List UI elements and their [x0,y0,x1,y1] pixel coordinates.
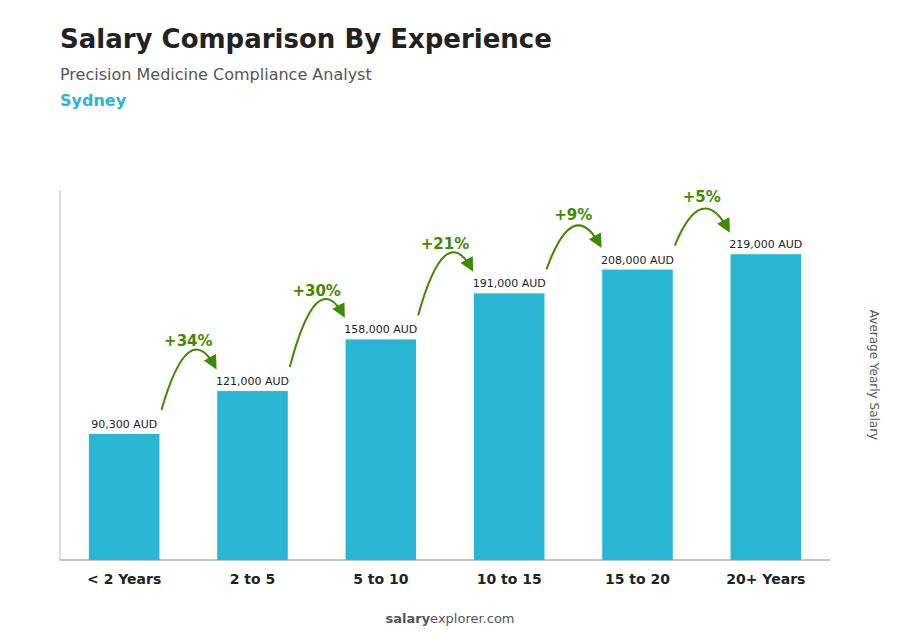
bar [346,339,417,560]
bar [474,293,545,560]
data-label: 121,000 AUD [216,375,289,388]
annotation-arrow [161,350,215,410]
data-label: 191,000 AUD [473,277,546,290]
annotation: +34% [164,332,212,350]
x-tick-label: 2 to 5 [230,571,276,587]
bars [89,254,801,560]
y-axis-label: Average Yearly Salary [867,310,881,440]
annotation: +9% [554,206,592,224]
footer-part: explorer.com [430,611,514,626]
annotation: +21% [421,235,469,253]
annotation: +30% [292,282,340,300]
data-label: 158,000 AUD [344,323,417,336]
data-label: 208,000 AUD [601,254,674,267]
footer-part: salary [385,611,430,626]
title: Salary Comparison By Experience [60,24,552,54]
data-label: 219,000 AUD [729,238,802,251]
data-label: 90,300 AUD [91,418,157,431]
bar [731,254,802,560]
bar [89,434,160,560]
subtitle: Precision Medicine Compliance Analyst [60,65,372,84]
annotation-arrow [546,225,600,269]
x-tick-label: 5 to 10 [353,571,409,587]
annotation-arrow [418,252,472,315]
x-tick-label: 20+ Years [726,571,805,587]
annotation: +5% [683,188,721,206]
annotation-arrow [675,209,729,246]
annotation-arrow [290,299,344,367]
x-axis-line [60,560,830,561]
bar [602,270,673,560]
x-tick-label: < 2 Years [87,571,161,587]
bar [217,391,288,560]
chart: Salary Comparison By Experience Precision… [0,0,900,641]
city: Sydney [60,91,127,110]
x-tick-label: 10 to 15 [477,571,542,587]
y-axis-line [60,190,61,560]
footer: salaryexplorer.com [385,611,514,626]
x-tick-label: 15 to 20 [605,571,670,587]
